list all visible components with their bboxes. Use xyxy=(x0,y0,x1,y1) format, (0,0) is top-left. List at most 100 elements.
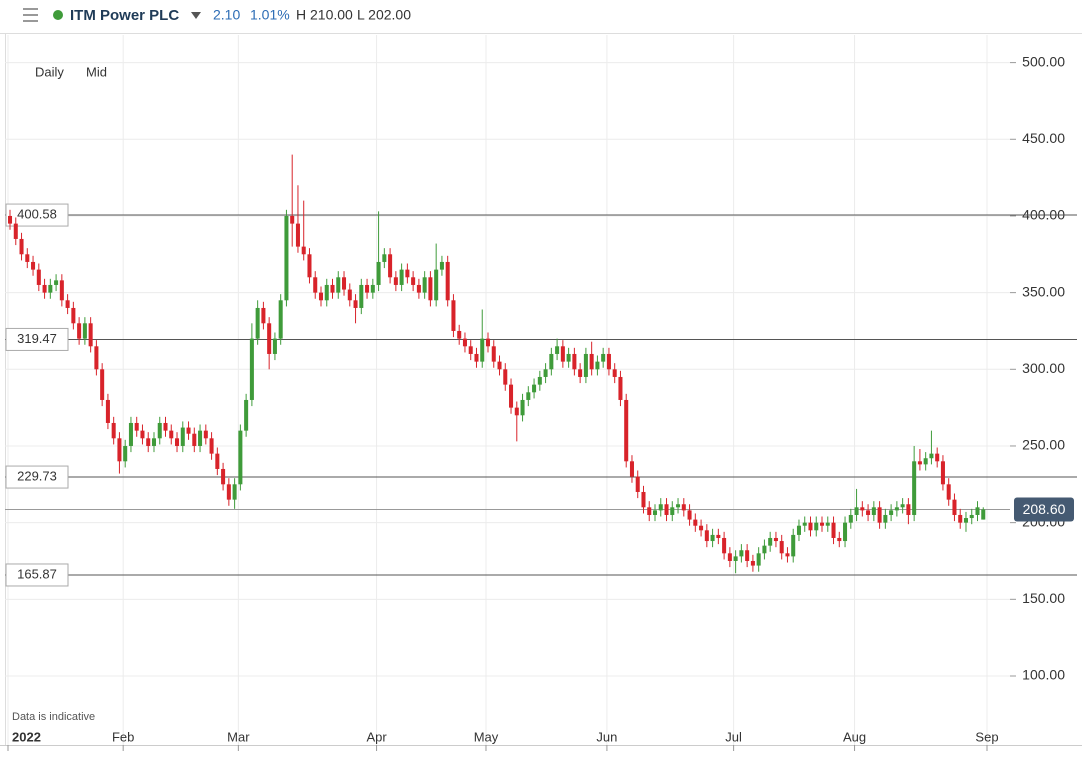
candle-body xyxy=(670,507,675,515)
candle-body xyxy=(82,323,87,339)
dropdown-caret[interactable] xyxy=(191,12,201,19)
candle-body xyxy=(641,491,646,508)
candle-body xyxy=(186,427,191,434)
x-tick-label: Jul xyxy=(725,729,742,744)
candle-body xyxy=(699,525,704,531)
candle-body xyxy=(221,468,226,485)
candle-body xyxy=(497,361,502,370)
candle-body xyxy=(203,430,208,439)
candle-body xyxy=(25,254,30,262)
last-price-box xyxy=(1014,497,1074,522)
candle-body xyxy=(111,422,116,439)
candle-body xyxy=(750,560,755,566)
candle-body xyxy=(912,461,917,515)
candle-body xyxy=(543,369,548,377)
candle-body xyxy=(324,284,329,301)
candle-body xyxy=(917,461,922,465)
candle-body xyxy=(981,509,986,520)
candle-body xyxy=(422,277,427,293)
x-tick-label: Aug xyxy=(843,729,866,744)
candle-body xyxy=(13,223,18,239)
x-tick-label: Mar xyxy=(227,729,250,744)
candle-body xyxy=(520,399,525,416)
candle-body xyxy=(727,553,732,561)
candle-body xyxy=(353,300,358,308)
candle-body xyxy=(526,392,531,400)
candle-body xyxy=(555,346,560,354)
candle-body xyxy=(198,430,203,446)
candle-body xyxy=(923,458,928,465)
candle-body xyxy=(624,399,629,462)
candle-body xyxy=(416,284,421,293)
candle-body xyxy=(877,507,882,523)
candle-body xyxy=(606,353,611,370)
candle-body xyxy=(975,507,980,515)
candle-body xyxy=(370,284,375,293)
candle-body xyxy=(255,307,260,339)
x-tick-label: Jun xyxy=(596,729,617,744)
y-tick-label: 300.00 xyxy=(1022,360,1065,376)
candle-body xyxy=(733,556,738,561)
candle-body xyxy=(537,376,542,385)
candle-body xyxy=(808,522,813,531)
candle-body xyxy=(681,504,686,511)
candle-body xyxy=(802,522,807,526)
candle-body xyxy=(342,277,347,290)
candle-body xyxy=(140,430,145,439)
candle-body xyxy=(969,514,974,519)
candle-body xyxy=(226,484,231,500)
instrument-name[interactable]: ITM Power PLC xyxy=(70,7,179,24)
candle-body xyxy=(578,369,583,377)
menu-icon[interactable] xyxy=(23,8,38,22)
candle-body xyxy=(768,537,773,546)
candle-body xyxy=(773,537,778,542)
y-tick-label: 500.00 xyxy=(1022,53,1065,69)
candle-body xyxy=(485,338,491,347)
candle-body xyxy=(929,453,934,459)
candle-body xyxy=(59,280,64,301)
y-tick-label: 450.00 xyxy=(1022,130,1065,146)
x-tick-label: May xyxy=(474,729,499,744)
day-high: H 210.00 xyxy=(296,7,353,23)
candle-body xyxy=(192,433,197,446)
candle-body xyxy=(244,399,249,431)
candle-body xyxy=(284,215,289,301)
candle-body xyxy=(261,307,266,324)
candle-body xyxy=(635,476,640,492)
candle-body xyxy=(336,277,341,293)
candle-body xyxy=(175,438,180,446)
candle-body xyxy=(906,504,911,515)
candle-body xyxy=(883,514,888,523)
level-label: 319.47 xyxy=(17,331,57,346)
candle-body xyxy=(560,346,565,362)
grid xyxy=(5,35,1010,745)
candle-body xyxy=(601,353,606,362)
candle-body xyxy=(952,499,957,515)
candle-body xyxy=(900,504,905,508)
candle-body xyxy=(647,507,652,515)
candle-body xyxy=(785,553,790,557)
x-tick-label: Sep xyxy=(975,729,998,744)
candle-body xyxy=(393,277,398,285)
candle-body xyxy=(451,300,456,331)
candle-body xyxy=(278,300,283,339)
candle-body xyxy=(704,530,709,542)
candle-body xyxy=(71,307,76,324)
candle-body xyxy=(238,430,243,485)
candle-body xyxy=(100,369,105,400)
candle-body xyxy=(163,422,168,431)
candle-body xyxy=(549,353,554,370)
candle-body xyxy=(8,215,13,224)
candle-body xyxy=(779,541,784,554)
candle-body xyxy=(791,534,796,557)
candle-body xyxy=(854,507,859,515)
interval-button[interactable]: Daily xyxy=(35,64,64,79)
candle-body xyxy=(105,399,110,423)
price-type-button[interactable]: Mid xyxy=(86,64,107,79)
candle-body xyxy=(307,254,312,278)
candle-body xyxy=(958,514,963,523)
y-tick-label: 100.00 xyxy=(1022,667,1065,683)
candle-body xyxy=(946,484,951,500)
candle-body xyxy=(935,453,940,462)
